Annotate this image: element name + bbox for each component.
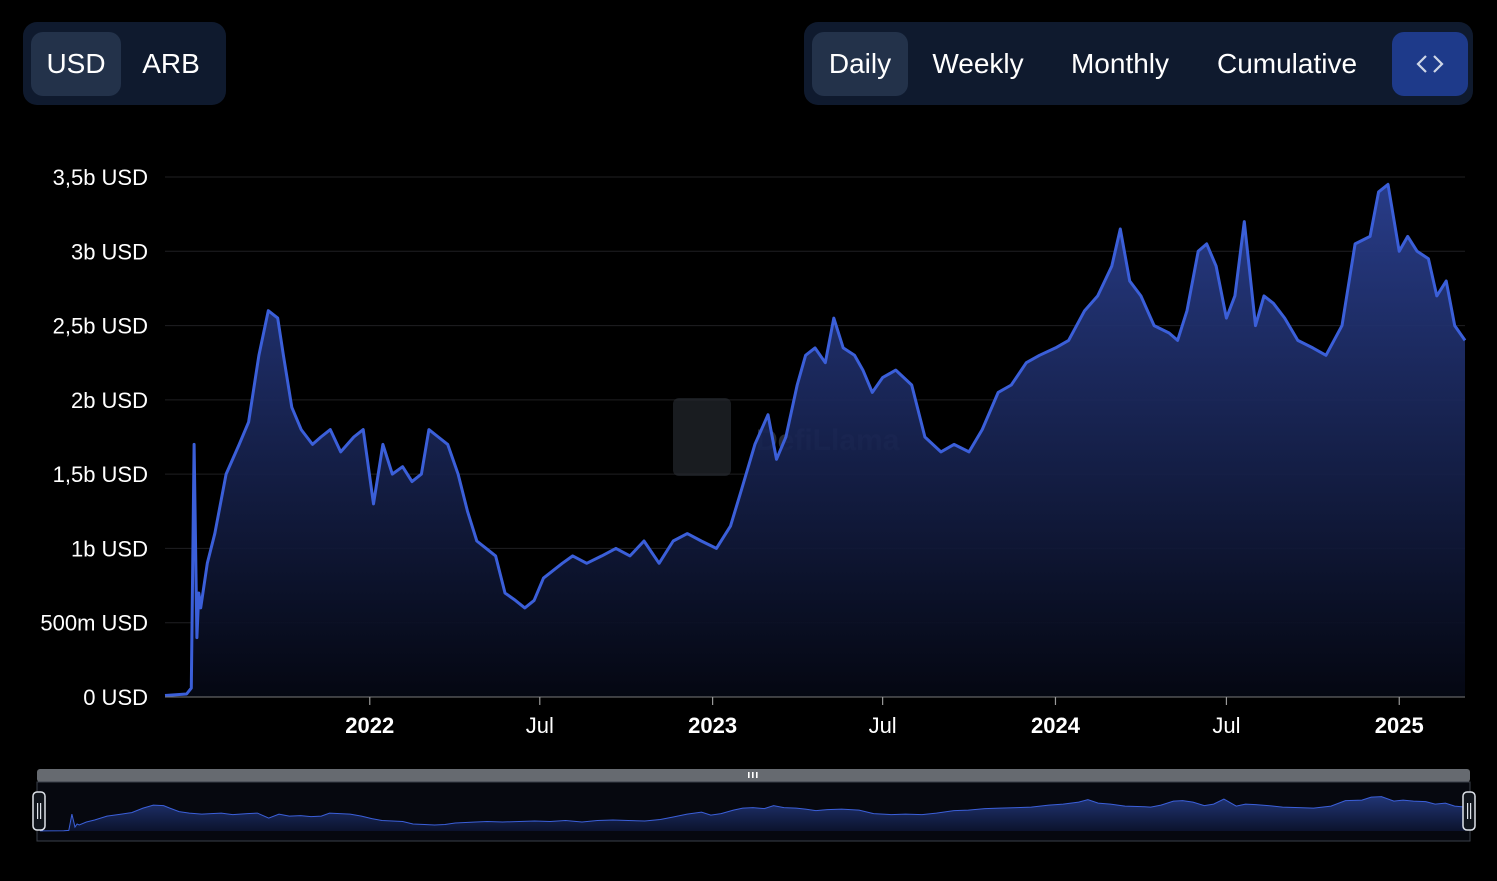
arb-button[interactable]: ARB	[142, 47, 200, 79]
y-tick-label: 3,5b USD	[53, 165, 148, 190]
slider-handle-left[interactable]	[32, 791, 46, 831]
mini-series-fill	[40, 796, 1466, 831]
usd-button[interactable]: USD	[31, 31, 121, 96]
daily-button[interactable]: Daily	[812, 31, 908, 96]
x-tick-label: Jul	[526, 713, 554, 738]
y-tick-label: 2b USD	[71, 388, 148, 413]
monthly-button[interactable]: Monthly	[1070, 47, 1170, 79]
x-tick-label: Jul	[1212, 713, 1240, 738]
mini-series	[39, 796, 1467, 832]
x-tick-label: 2024	[1031, 713, 1081, 738]
x-tick-label: 2022	[345, 713, 394, 738]
period-toggle: Daily Weekly Monthly Cumulative	[804, 22, 1473, 105]
code-brackets-icon[interactable]	[1392, 31, 1468, 96]
y-tick-label: 1b USD	[71, 536, 148, 561]
slider-grip-icon	[748, 772, 758, 778]
series-area	[164, 182, 1467, 697]
y-tick-label: 0 USD	[83, 685, 148, 710]
y-axis: 0 USD 500m USD 1b USD 1,5b USD 2b USD 2,5b US…	[40, 165, 148, 710]
series-line	[164, 182, 1467, 697]
x-tick-label: 2023	[688, 713, 737, 738]
x-tick-label: 2025	[1375, 713, 1424, 738]
series-fill	[165, 184, 1465, 697]
cumulative-button[interactable]: Cumulative	[1216, 47, 1358, 79]
slider-handle-right[interactable]	[1462, 791, 1476, 831]
y-tick-label: 2,5b USD	[53, 314, 148, 339]
currency-toggle: USD ARB	[23, 22, 226, 105]
y-tick-label: 3b USD	[71, 239, 148, 264]
y-tick-label: 1,5b USD	[53, 462, 148, 487]
range-slider	[32, 769, 1476, 842]
mini-series-line	[39, 796, 1467, 832]
y-tick-label: 500m USD	[40, 611, 148, 636]
x-tick-label: Jul	[869, 713, 897, 738]
weekly-button[interactable]: Weekly	[932, 47, 1024, 79]
x-axis: 2022 Jul 2023 Jul 2024 Jul 2025	[345, 697, 1424, 738]
